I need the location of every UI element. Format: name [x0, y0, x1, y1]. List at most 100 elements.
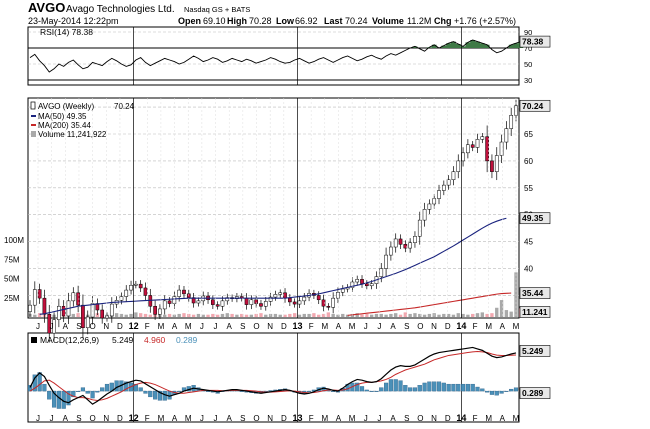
price-tick-40: 40	[524, 265, 533, 274]
macd-hist-bar	[71, 390, 76, 398]
candle-body	[485, 136, 489, 162]
volume-bar	[215, 314, 220, 317]
volume-bar	[124, 314, 128, 317]
volume-bar	[331, 313, 335, 317]
candle-body	[331, 297, 335, 308]
candle-body	[37, 289, 42, 299]
price-tick-55: 55	[524, 184, 533, 193]
macd-hist-bar	[148, 390, 153, 398]
volume-bar	[259, 313, 263, 317]
macd-hist-bar	[239, 390, 244, 392]
x-tick-label-macd: D	[117, 414, 123, 423]
candle-body	[441, 184, 446, 191]
macd-hist-bar	[379, 387, 384, 392]
macd-last-badge: 5.249	[522, 346, 544, 356]
candle-body	[211, 299, 215, 305]
rsi-y-axis: 90 70 50 30 78.38	[519, 28, 551, 85]
candle-body	[509, 115, 514, 129]
candle-body	[61, 305, 66, 317]
ticker-symbol: AVGO	[28, 0, 65, 15]
legend-volume: Volume 11,241,922	[38, 130, 107, 139]
x-tick-label: J	[377, 322, 381, 331]
volume-bar	[480, 312, 485, 317]
x-tick-label: J	[36, 322, 40, 331]
ma200-line	[347, 292, 512, 316]
x-tick-label: M	[349, 322, 356, 331]
volume-bar	[437, 314, 441, 317]
volume-bar	[297, 314, 302, 317]
candle-body	[297, 300, 302, 305]
volume-tick-50M: 50M	[4, 275, 20, 284]
candle-body	[28, 304, 32, 312]
legend-macd-value: 5.249	[112, 335, 134, 345]
rsi-legend: RSI(14) 78.38	[40, 27, 93, 37]
x-tick-label: M	[321, 322, 328, 331]
x-tick-label: 14	[456, 321, 466, 331]
ma50-line	[39, 217, 507, 315]
x-tick-label-macd: J	[377, 414, 381, 423]
legend-macd-label: MACD(12,26,9)	[40, 335, 99, 345]
x-tick-label-macd: 13	[292, 413, 302, 423]
quote-datetime: 23-May-2014 12:22pm	[28, 16, 119, 26]
macd-hist-bar	[412, 387, 418, 392]
macd-hist-bar	[104, 383, 110, 392]
legend-swatch-volume	[31, 131, 36, 137]
volume-bar	[504, 310, 509, 317]
legend-ma200: MA(200) 35.44	[38, 121, 91, 130]
x-tick-label: M	[513, 322, 520, 331]
x-tick-label-macd: 12	[129, 413, 139, 423]
candle-body	[403, 244, 408, 249]
rsi-overbought-fill	[412, 40, 524, 48]
candle-body	[259, 303, 263, 307]
x-tick-label-macd: M	[185, 414, 192, 423]
macd-hist-bar	[403, 385, 408, 392]
x-tick-label-macd: J	[200, 414, 204, 423]
macd-hist-bar	[42, 383, 47, 392]
x-tick-label-macd: N	[103, 414, 109, 423]
candle-body	[85, 316, 90, 329]
rsi-last-badge-box	[519, 35, 551, 48]
macd-hist-bar	[100, 387, 105, 392]
volume-bar	[408, 313, 412, 317]
macd-hist-bar	[143, 390, 148, 394]
x-tick-label: S	[404, 322, 409, 331]
x-tick-label-macd: M	[349, 414, 356, 423]
macd-hist-bar	[427, 381, 432, 392]
x-tick-label: M	[185, 322, 192, 331]
x-tick-label-macd: F	[309, 414, 314, 423]
x-tick-label: 13	[292, 321, 302, 331]
volume-last-badge: 11.241	[522, 307, 548, 317]
volume-bar	[398, 314, 403, 317]
candle-body	[268, 296, 273, 302]
x-tick-label: A	[500, 322, 506, 331]
macd-legend: MACD(12,26,9) 5.249 4.960 0.289	[31, 335, 198, 345]
x-tick-label: F	[473, 322, 478, 331]
candle-body	[321, 299, 326, 307]
x-tick-label-macd: S	[240, 414, 245, 423]
low-label: Low	[276, 16, 295, 26]
volume-bar	[138, 313, 143, 317]
volume-bar	[264, 314, 268, 317]
volume-bar	[163, 314, 167, 317]
ma50-line-badge: 49.35	[522, 213, 544, 223]
candle-body	[244, 297, 249, 305]
macd-hist-bar	[489, 390, 495, 395]
macd-hist-bar	[460, 383, 466, 392]
volume-bar	[278, 314, 282, 317]
ma200-line-badge: 35.44	[522, 288, 544, 298]
volume-bar	[403, 312, 408, 317]
x-tick-label: A	[390, 322, 396, 331]
candle-body	[494, 155, 499, 172]
volume-tick-100M: 100M	[4, 236, 24, 245]
legend-price-last: 70.24	[114, 102, 135, 111]
volume-bar	[302, 313, 306, 317]
x-tick-label: D	[117, 322, 123, 331]
volume-bar	[321, 313, 326, 317]
volume-bar	[317, 314, 321, 317]
volume-bar	[369, 314, 374, 317]
price-tick-65: 65	[524, 130, 533, 139]
volume-bar	[495, 307, 499, 317]
x-tick-label: J	[364, 322, 368, 331]
volume-bar	[283, 314, 287, 317]
macd-hist-bar	[364, 389, 369, 392]
